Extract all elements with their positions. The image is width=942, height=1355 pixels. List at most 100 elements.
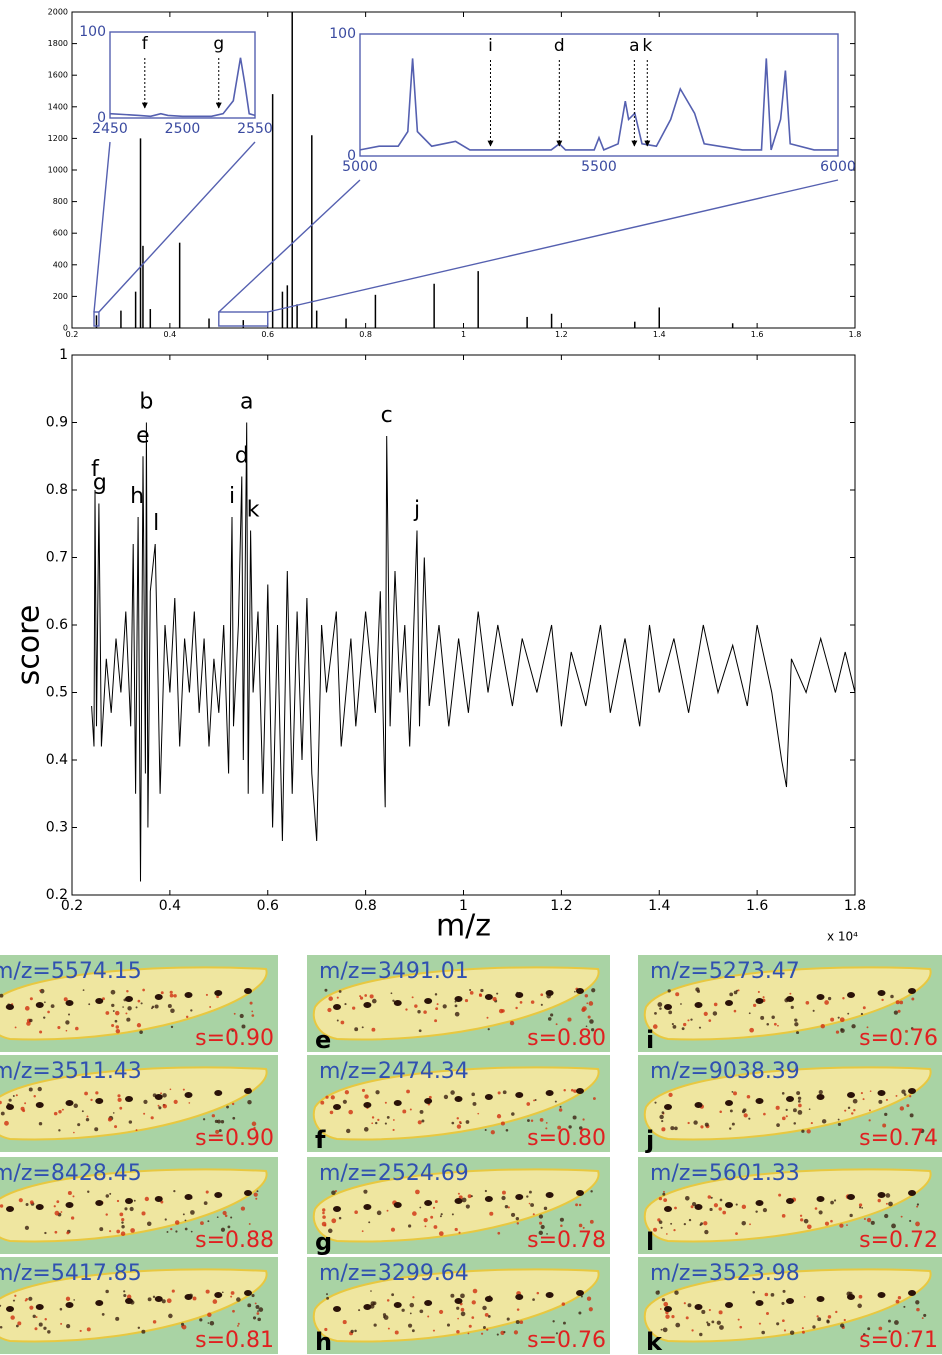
- speck: [741, 1204, 747, 1210]
- speck: [166, 1230, 169, 1233]
- speck: [496, 1333, 499, 1336]
- speck: [660, 1328, 663, 1331]
- tissue: [643, 966, 932, 1041]
- plot-frame: [71, 354, 856, 896]
- speck: [327, 1007, 332, 1013]
- speck: [731, 1122, 735, 1126]
- tissue: [643, 1168, 932, 1243]
- speck: [513, 1330, 519, 1335]
- spot: [484, 1094, 493, 1100]
- speck: [432, 1206, 436, 1209]
- spot: [333, 1004, 341, 1010]
- spot: [6, 1004, 14, 1010]
- speck: [371, 998, 377, 1004]
- speck: [654, 1012, 657, 1015]
- annotation: b: [139, 390, 153, 415]
- speck: [820, 1024, 825, 1029]
- speck: [188, 1102, 191, 1104]
- speck: [336, 996, 339, 999]
- speck: [160, 1092, 163, 1095]
- speck: [663, 1301, 669, 1307]
- speck: [545, 1122, 548, 1124]
- speck: [904, 1029, 909, 1033]
- speck: [501, 1009, 505, 1013]
- speck: [801, 1327, 804, 1330]
- speck: [340, 1020, 345, 1025]
- speck: [184, 1227, 188, 1231]
- speck: [471, 1300, 476, 1305]
- speck: [827, 996, 832, 1001]
- speck: [133, 1199, 136, 1202]
- score-label: s=0.72: [859, 1228, 938, 1253]
- speck: [44, 1001, 46, 1004]
- spot: [484, 1196, 493, 1202]
- speck: [816, 1315, 819, 1318]
- x-tick-label: 1.6: [751, 330, 764, 339]
- speck: [364, 1094, 369, 1099]
- speck: [451, 1121, 455, 1125]
- speck: [737, 989, 740, 992]
- speck: [675, 992, 680, 997]
- speck: [586, 1296, 592, 1301]
- speck: [58, 1129, 61, 1132]
- annotation: d: [235, 444, 249, 469]
- speck: [66, 1231, 70, 1235]
- speck: [526, 1195, 529, 1198]
- speck: [336, 1019, 339, 1022]
- speck: [173, 1189, 176, 1193]
- speck: [863, 1217, 866, 1220]
- speck: [681, 1027, 685, 1031]
- speck: [857, 1303, 862, 1309]
- speck: [4, 1120, 9, 1126]
- speck: [59, 1307, 63, 1311]
- speck: [472, 1101, 477, 1106]
- speck: [173, 994, 177, 998]
- speck: [121, 1217, 125, 1222]
- speck: [20, 1106, 25, 1111]
- speck: [731, 1091, 734, 1093]
- speck: [703, 1221, 708, 1226]
- speck: [674, 1206, 677, 1210]
- speck: [207, 1322, 210, 1324]
- mz-label: m/z=3491.01: [319, 959, 469, 984]
- speck: [406, 1089, 410, 1094]
- speck: [900, 1215, 903, 1218]
- speck: [0, 1325, 3, 1329]
- speck: [409, 1302, 415, 1308]
- speck: [869, 1090, 872, 1092]
- speck: [384, 1122, 387, 1125]
- speck: [503, 1331, 506, 1334]
- speck: [578, 1311, 582, 1315]
- speck: [716, 1320, 721, 1325]
- y-tick-label: 0: [347, 148, 356, 164]
- data-line: [91, 422, 856, 882]
- y-tick-label: 0: [97, 110, 106, 126]
- spot: [363, 1102, 372, 1108]
- speck: [882, 1123, 887, 1128]
- spot: [424, 1200, 433, 1206]
- speck: [170, 1227, 173, 1231]
- speck: [423, 1010, 427, 1014]
- speck: [661, 1298, 666, 1302]
- x-tick-label: 1.2: [550, 898, 572, 914]
- speck: [907, 1332, 910, 1335]
- speck: [545, 1127, 548, 1130]
- speck: [387, 1327, 390, 1330]
- speck: [207, 1220, 210, 1223]
- speck: [461, 1197, 467, 1203]
- speck: [202, 1118, 206, 1121]
- speck: [170, 1025, 174, 1029]
- speck: [0, 1111, 5, 1116]
- spot: [816, 994, 825, 1000]
- speck: [329, 1110, 334, 1115]
- score-label: s=0.80: [527, 1126, 606, 1151]
- speck: [417, 1120, 422, 1125]
- speck: [891, 1223, 896, 1229]
- speck: [835, 1310, 838, 1314]
- speck: [660, 1226, 663, 1229]
- speck: [516, 1222, 520, 1225]
- speck: [86, 1115, 89, 1118]
- speck: [766, 1022, 770, 1026]
- speck: [468, 1324, 472, 1328]
- speck: [662, 1327, 668, 1333]
